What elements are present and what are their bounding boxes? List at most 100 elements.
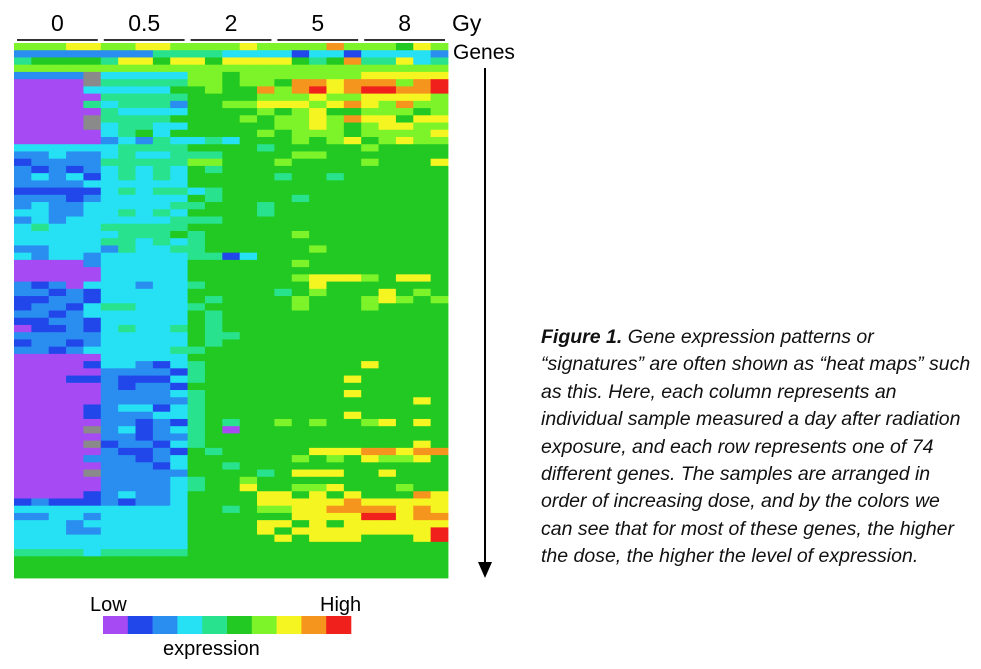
heatmap-cell	[118, 527, 136, 536]
heatmap-cell	[378, 50, 397, 58]
heatmap-cell	[14, 397, 32, 405]
heatmap-cell	[222, 252, 241, 261]
heatmap-cell	[274, 484, 293, 492]
heatmap-cell	[83, 491, 102, 499]
heatmap-cell	[309, 173, 327, 181]
heatmap-cell	[83, 122, 102, 131]
heatmap-cell	[31, 505, 50, 514]
heatmap-cell	[309, 570, 327, 579]
heatmap-cell	[152, 238, 171, 246]
heatmap-cell	[100, 93, 119, 102]
heatmap-cell	[343, 281, 362, 290]
heatmap-cell	[187, 202, 206, 210]
heatmap-cell	[309, 129, 327, 138]
heatmap-cell	[326, 469, 345, 478]
heatmap-cell	[413, 324, 432, 333]
heatmap-cell	[378, 484, 397, 492]
heatmap-cell	[222, 288, 241, 297]
heatmap-cell	[135, 136, 154, 145]
heatmap-cell	[395, 440, 414, 449]
heatmap-cell	[378, 512, 397, 521]
heatmap-cell	[170, 447, 188, 456]
heatmap-cell	[204, 296, 223, 304]
heatmap-cell	[309, 484, 327, 492]
heatmap-cell	[222, 136, 241, 145]
heatmap-cell	[257, 108, 275, 116]
heatmap-cell	[118, 71, 136, 80]
heatmap-cell	[135, 144, 154, 152]
heatmap-cell	[48, 108, 67, 116]
heatmap-cell	[170, 267, 188, 275]
heatmap-cell	[413, 397, 432, 405]
heatmap-cell	[257, 397, 275, 405]
heatmap-cell	[83, 79, 102, 87]
heatmap-cell	[309, 361, 327, 369]
heatmap-cell	[204, 332, 223, 340]
heatmap-cell	[118, 79, 136, 87]
heatmap-cell	[204, 151, 223, 160]
heatmap-cell	[135, 484, 154, 492]
heatmap-cell	[187, 238, 206, 246]
heatmap-cell	[135, 563, 154, 572]
heatmap-cell	[83, 541, 102, 550]
heatmap-cell	[83, 173, 102, 181]
heatmap-cell	[361, 339, 379, 348]
heatmap-cell	[152, 541, 171, 550]
heatmap-cell	[239, 100, 258, 109]
heatmap-cell	[31, 339, 50, 348]
heatmap-cell	[430, 404, 449, 413]
heatmap-cell	[378, 209, 397, 217]
heatmap-cell	[66, 238, 84, 246]
heatmap-cell	[83, 570, 102, 579]
heatmap-cell	[378, 93, 397, 102]
heatmap-cell	[343, 447, 362, 456]
heatmap-cell	[187, 79, 206, 87]
heatmap-cell	[48, 541, 67, 550]
heatmap-cell	[413, 426, 432, 434]
heatmap-cell	[152, 353, 171, 362]
heatmap-cell	[326, 397, 345, 405]
heatmap-cell	[135, 361, 154, 369]
heatmap-cell	[395, 484, 414, 492]
heatmap-cell	[430, 520, 449, 528]
heatmap-cell	[430, 158, 449, 167]
heatmap-cell	[31, 476, 50, 485]
heatmap-cell	[14, 512, 32, 521]
heatmap-cell	[118, 310, 136, 319]
heatmap-cell	[152, 202, 171, 210]
heatmap-cell	[187, 115, 206, 123]
heatmap-cell	[239, 151, 258, 160]
heatmap-cell	[152, 173, 171, 181]
heatmap-cell	[378, 165, 397, 174]
heatmap-cell	[31, 274, 50, 282]
heatmap-cell	[395, 469, 414, 478]
heatmap-cell	[83, 361, 102, 369]
heatmap-cell	[291, 288, 310, 297]
heatmap-cell	[204, 375, 223, 384]
heatmap-cell	[66, 440, 84, 449]
heatmap-cell	[326, 332, 345, 340]
heatmap-cell	[378, 455, 397, 463]
heatmap-cell	[257, 411, 275, 420]
heatmap-cell	[48, 390, 67, 398]
heatmap-cell	[187, 57, 206, 66]
heatmap-cell	[31, 433, 50, 442]
heatmap-cell	[170, 64, 188, 73]
heatmap-cell	[222, 382, 241, 391]
heatmap-cell	[83, 216, 102, 225]
heatmap-cell	[83, 194, 102, 203]
heatmap-cell	[14, 64, 32, 73]
heatmap-cell	[257, 100, 275, 109]
heatmap-cell	[14, 556, 32, 564]
heatmap-cell	[291, 129, 310, 138]
heatmap-cell	[343, 274, 362, 282]
heatmap-cell	[204, 209, 223, 217]
heatmap-cell	[66, 426, 84, 434]
heatmap-cell	[395, 158, 414, 167]
heatmap-cell	[413, 491, 432, 499]
heatmap-cell	[100, 411, 119, 420]
heatmap-cell	[291, 259, 310, 268]
heatmap-cell	[291, 469, 310, 478]
heatmap-cell	[14, 238, 32, 246]
heatmap-cell	[187, 512, 206, 521]
